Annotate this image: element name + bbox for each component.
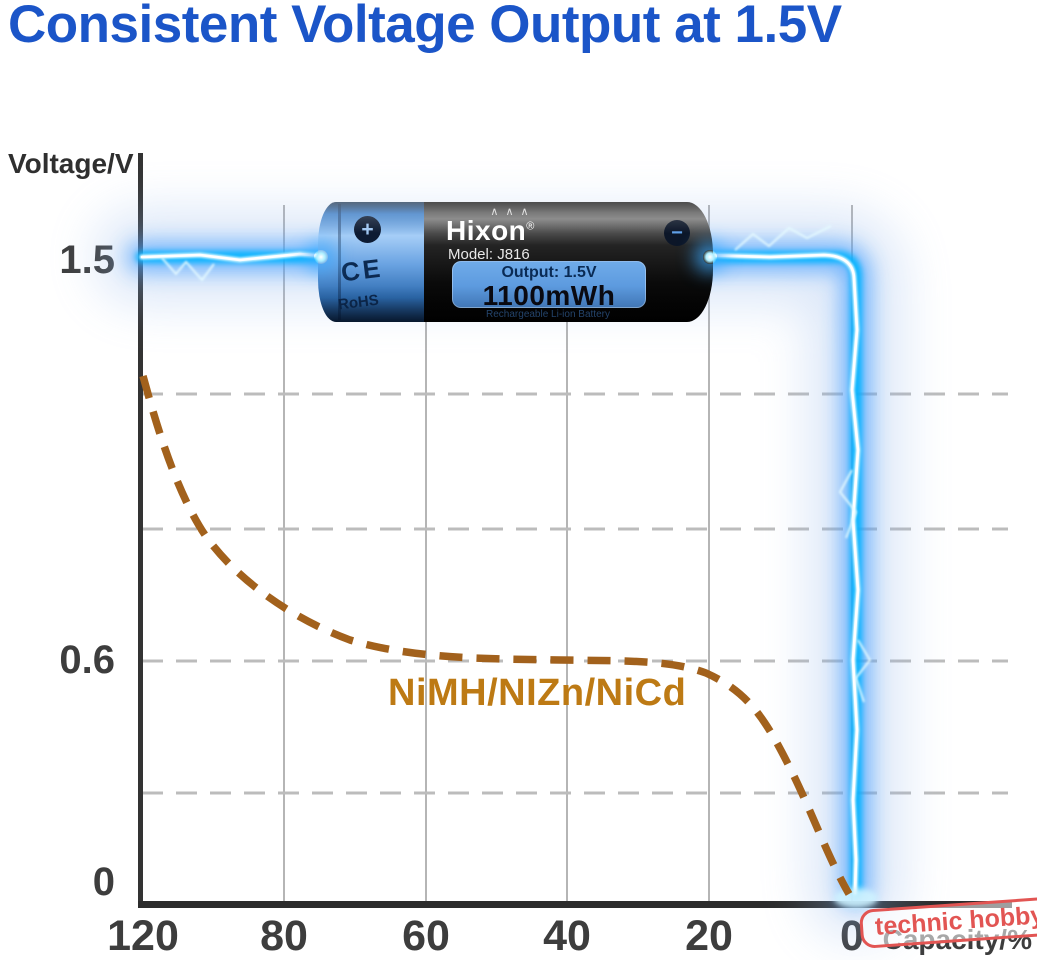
x-axis-line	[138, 901, 1012, 908]
battery-product-image: + CE RoHS ∧∧∧ Hixon® Model: J816 Output:…	[318, 202, 713, 322]
y-tick-0: 0	[92, 860, 115, 904]
nimh-curve	[139, 375, 853, 896]
y-tick-0.6: 0.6	[59, 638, 115, 682]
battery-subtext: Rechargeable Li-ion Battery	[486, 309, 610, 320]
ground-burst	[834, 888, 878, 908]
registered-mark-icon: ®	[526, 220, 535, 233]
rohs-mark: RoHS	[337, 291, 380, 314]
battery-positive-cap: + CE RoHS	[318, 202, 426, 322]
y-axis-line	[138, 153, 143, 908]
battery-model: Model: J816	[448, 246, 530, 263]
lightning-line-1.5v	[94, 209, 904, 940]
battery-energy-rating: 1100mWh	[482, 279, 616, 311]
battery-cap-ring	[338, 204, 341, 320]
spark-icon	[703, 250, 717, 264]
x-tick-120: 120	[107, 912, 179, 960]
aaa-size-icon: ∧∧∧	[490, 206, 536, 218]
spark-icon	[314, 250, 328, 264]
nimh-series-label: NiMH/NIZn/NiCd	[388, 672, 687, 714]
minus-terminal-icon: −	[664, 220, 690, 246]
x-tick-20: 20	[685, 912, 733, 960]
plus-terminal-icon: +	[354, 216, 381, 243]
page-title: Consistent Voltage Output at 1.5V	[8, 0, 842, 54]
battery-output-voltage: Output: 1.5V	[501, 264, 597, 281]
ce-mark: CE	[339, 252, 385, 288]
brand-logo: Hixon®	[446, 215, 535, 247]
brand-name: Hixon	[446, 215, 527, 246]
x-tick-40: 40	[543, 912, 591, 960]
y-axis-label: Voltage/V	[8, 148, 134, 179]
x-tick-60: 60	[402, 912, 450, 960]
x-tick-80: 80	[260, 912, 308, 960]
battery-spec-label: Output: 1.5V 1100mWh	[452, 261, 646, 311]
